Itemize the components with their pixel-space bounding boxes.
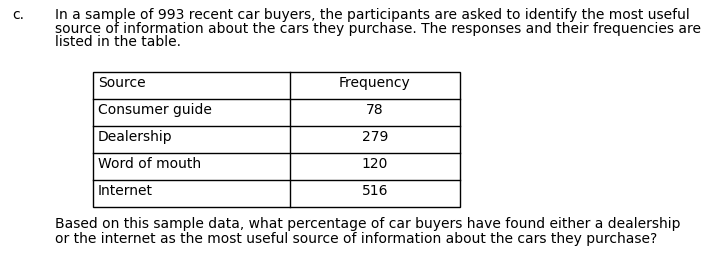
Text: Frequency: Frequency xyxy=(339,76,411,90)
Text: Source: Source xyxy=(98,76,146,90)
Text: Word of mouth: Word of mouth xyxy=(98,157,201,171)
Text: 516: 516 xyxy=(362,184,388,198)
Text: c.: c. xyxy=(12,8,24,22)
Text: 279: 279 xyxy=(362,130,388,144)
Text: In a sample of 993 recent car buyers, the participants are asked to identify the: In a sample of 993 recent car buyers, th… xyxy=(55,8,690,22)
Text: source of information about the cars they purchase. The responses and their freq: source of information about the cars the… xyxy=(55,22,701,36)
Text: 120: 120 xyxy=(362,157,388,171)
Text: Based on this sample data, what percentage of car buyers have found either a dea: Based on this sample data, what percenta… xyxy=(55,217,681,231)
Text: Consumer guide: Consumer guide xyxy=(98,103,212,117)
Text: Dealership: Dealership xyxy=(98,130,173,144)
Text: listed in the table.: listed in the table. xyxy=(55,35,181,49)
Text: or the internet as the most useful source of information about the cars they pur: or the internet as the most useful sourc… xyxy=(55,232,658,246)
Bar xyxy=(93,72,460,207)
Text: 78: 78 xyxy=(366,103,384,117)
Text: Internet: Internet xyxy=(98,184,153,198)
